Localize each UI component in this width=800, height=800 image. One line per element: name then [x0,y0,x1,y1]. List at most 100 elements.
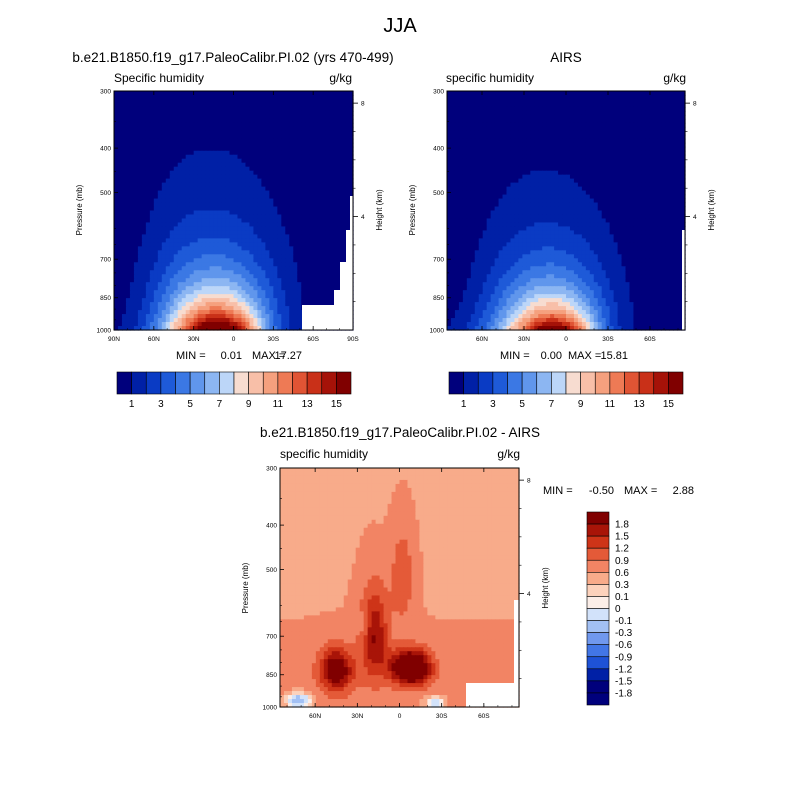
contour-cell [173,254,179,259]
contour-cell [633,91,638,96]
contour-cell [526,98,531,104]
contour-cell [241,282,247,287]
contour-cell [510,162,516,168]
contour-cell [281,134,286,140]
contour-cell [129,110,135,116]
contour-cell [333,150,338,156]
contour-cell [117,294,123,299]
contour-cell [189,318,195,323]
contour-cell [149,318,155,323]
contour-cell [293,158,298,164]
contour-cell [153,166,159,172]
contour-cell [317,174,322,180]
contour-cell [657,130,662,136]
contour-cell [193,206,199,212]
contour-cell [205,274,211,279]
contour-cell [145,270,151,275]
contour-cell [173,110,179,116]
contour-cell [585,158,591,164]
contour-cell [313,278,318,283]
contour-cell [133,306,139,311]
contour-cell [566,98,571,104]
contour-cell [317,142,322,148]
contour-cell [313,290,318,295]
contour-cell [173,246,179,251]
contour-cell [450,122,456,128]
contour-cell [273,326,278,331]
contour-cell [534,106,539,112]
contour-cell [205,218,211,224]
contour-cell [581,106,587,112]
contour-cell [498,102,504,108]
contour-cell [297,234,302,239]
contour-cell [269,178,274,184]
contour-cell [185,174,191,180]
contour-cell [165,110,171,116]
contour-cell [249,234,255,239]
contour-cell [125,250,131,255]
contour-cell [133,326,139,331]
contour-cell [337,250,342,255]
contour-cell [157,106,163,112]
contour-cell [542,166,547,172]
contour-cell [645,114,650,120]
contour-cell [321,178,326,184]
contour-cell [273,294,278,299]
contour-cell [185,246,191,251]
contour-cell [253,318,258,323]
contour-cell [281,314,286,319]
contour-cell [201,322,207,327]
contour-cell [121,166,127,172]
contour-cell [677,122,682,128]
contour-cell [249,122,255,128]
contour-cell [181,234,187,239]
contour-cell [253,226,258,232]
contour-cell [514,146,519,152]
contour-cell [265,222,270,228]
contour-cell [209,158,215,164]
contour-cell [486,134,492,140]
contour-cell [181,206,187,212]
contour-cell [447,122,452,128]
contour-cell [309,234,314,239]
contour-cell [333,138,338,144]
contour-cell [546,118,551,124]
contour-cell [253,250,258,255]
contour-cell [149,322,155,327]
contour-cell [641,110,646,116]
contour-cell [197,270,203,275]
colorbar-label: 5 [187,399,193,410]
contour-cell [209,274,215,279]
contour-cell [114,286,119,291]
contour-cell [558,98,563,104]
contour-cell [149,182,155,188]
contour-cell [217,114,223,120]
contour-cell [597,106,603,112]
contour-cell [225,322,231,327]
contour-cell [337,126,342,132]
contour-cell [169,226,175,232]
contour-cell [558,110,563,116]
contour-cell [114,91,119,96]
contour-cell [450,130,456,136]
contour-cell [197,94,203,100]
contour-cell [189,294,195,299]
contour-cell [185,234,191,239]
contour-cell [577,134,583,140]
contour-cell [217,118,223,124]
contour-cell [193,178,199,184]
contour-cell [229,326,235,331]
contour-cell [285,102,290,108]
contour-cell [321,222,326,228]
contour-cell [249,186,255,192]
contour-cell [257,186,262,192]
contour-cell [193,154,199,160]
contour-cell [617,154,623,160]
contour-cell [201,190,207,196]
contour-cell [189,122,195,128]
contour-cell [482,130,488,136]
contour-cell [261,98,266,104]
contour-cell [157,110,163,116]
contour-cell [125,91,131,96]
contour-cell [233,250,239,255]
